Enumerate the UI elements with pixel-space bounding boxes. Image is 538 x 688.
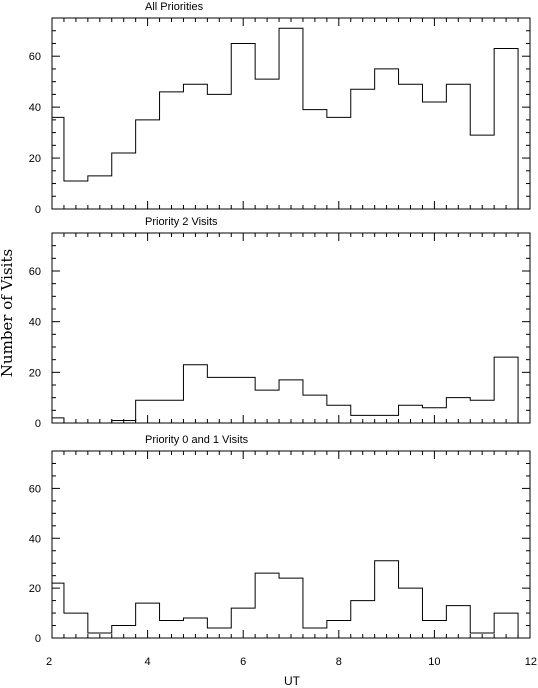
y-tick-label: 20 xyxy=(29,367,41,379)
y-tick-label: 40 xyxy=(29,102,41,114)
y-tick-label: 0 xyxy=(35,633,41,645)
x-tick-label: 10 xyxy=(428,656,440,668)
y-tick-label: 20 xyxy=(29,153,41,165)
x-tick-label: 4 xyxy=(145,656,151,668)
y-tick-label: 60 xyxy=(29,266,41,278)
histogram-series xyxy=(52,27,519,209)
plot-frame xyxy=(51,232,531,424)
histogram-series xyxy=(52,356,519,424)
y-tick-label: 0 xyxy=(35,204,41,216)
plot-frame xyxy=(51,17,531,210)
x-tick-label: 6 xyxy=(240,656,246,668)
y-axis-label: Number of Visits xyxy=(0,249,16,377)
y-tick-label: 20 xyxy=(29,583,41,595)
y-tick-label: 0 xyxy=(35,418,41,430)
y-tick-label: 60 xyxy=(29,483,41,495)
x-tick-label: 2 xyxy=(46,656,52,668)
panel-1: All Priorities 0 20 40 60 xyxy=(29,1,531,216)
panel-title: Priority 2 Visits xyxy=(145,216,218,228)
y-tick-label: 40 xyxy=(29,533,41,545)
panel-title: Priority 0 and 1 Visits xyxy=(145,434,249,446)
panel-3: Priority 0 and 1 Visits 0 20 40 60 xyxy=(29,434,531,645)
plot-frame xyxy=(51,450,531,639)
x-axis-label: UT xyxy=(284,674,301,688)
y-tick-label: 40 xyxy=(29,317,41,329)
x-tick-label: 8 xyxy=(336,656,342,668)
y-tick-label: 60 xyxy=(29,51,41,63)
x-tick-label: 12 xyxy=(525,656,537,668)
histogram-series xyxy=(52,560,519,638)
panel-title: All Priorities xyxy=(145,1,204,13)
panel-2: Priority 2 Visits 0 20 40 60 xyxy=(29,216,531,430)
